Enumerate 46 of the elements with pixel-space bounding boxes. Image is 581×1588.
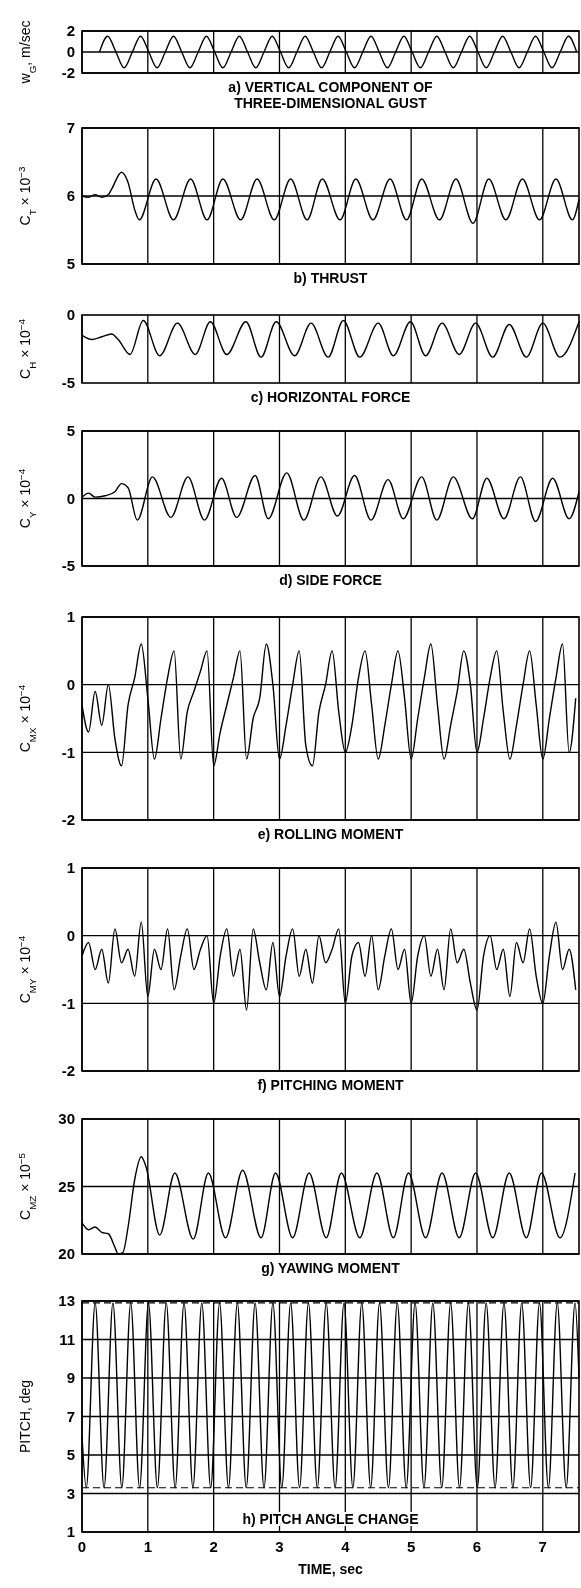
x-tick-label: 1 xyxy=(143,1538,152,1555)
y-tick-label: -5 xyxy=(61,374,75,392)
y-tick-label: 1 xyxy=(66,1523,75,1541)
text: b) THRUST xyxy=(293,270,368,286)
y-tick-label: 2 xyxy=(66,22,75,40)
y-tick-label: 20 xyxy=(58,1245,75,1263)
x-tick-label: 3 xyxy=(275,1538,284,1555)
y-tick-label: 13 xyxy=(58,1292,75,1310)
y-tick-label: -2 xyxy=(61,811,75,829)
y-tick-label: 11 xyxy=(59,1330,75,1348)
y-tick-label: -1 xyxy=(61,994,75,1012)
x-tick-label: 2 xyxy=(209,1538,218,1555)
x-tick-label: 4 xyxy=(341,1538,351,1555)
y-tick-label: 30 xyxy=(58,1110,75,1128)
y-tick-label: -2 xyxy=(61,64,75,82)
y-tick-label: -5 xyxy=(61,557,75,575)
y-tick-label: 5 xyxy=(66,255,75,273)
x-tick-label: 7 xyxy=(538,1538,547,1555)
y-tick-label: 25 xyxy=(58,1177,75,1195)
text: c) HORIZONTAL FORCE xyxy=(250,389,411,405)
y-tick-label: 0 xyxy=(66,43,75,61)
y-tick-label: -1 xyxy=(61,743,75,761)
y-tick-label: 9 xyxy=(66,1369,75,1387)
y-tick-label: 3 xyxy=(66,1484,75,1502)
x-tick-label: 5 xyxy=(406,1538,416,1555)
y-tick-label: 5 xyxy=(66,1446,75,1464)
y-tick-label: 0 xyxy=(66,306,75,324)
y-tick-label: 0 xyxy=(66,489,75,507)
y-tick-label: 5 xyxy=(66,422,75,440)
y-tick-label: 7 xyxy=(66,119,75,137)
y-tick-label: 0 xyxy=(66,675,75,693)
y-axis-title: PITCH, deg xyxy=(17,1379,33,1454)
y-tick-label: 1 xyxy=(66,608,75,626)
y-tick-label: 1 xyxy=(66,859,75,877)
y-tick-label: -2 xyxy=(61,1062,75,1080)
text: g) YAWING MOMENT xyxy=(261,1260,401,1276)
y-tick-label: 6 xyxy=(66,187,75,205)
text: d) SIDE FORCE xyxy=(279,572,382,588)
text: e) ROLLING MOMENT xyxy=(257,826,404,842)
text: f) PITCHING MOMENT xyxy=(257,1077,405,1093)
y-tick-label: 0 xyxy=(66,926,75,944)
x-axis-title: TIME, sec xyxy=(298,1561,363,1577)
x-tick-label: 6 xyxy=(472,1538,482,1555)
text: a) VERTICAL COMPONENT OF THREE-DIMENSIONAL GUST xyxy=(228,79,434,111)
y-tick-label: 7 xyxy=(66,1407,75,1425)
x-tick-label: 0 xyxy=(77,1538,87,1555)
